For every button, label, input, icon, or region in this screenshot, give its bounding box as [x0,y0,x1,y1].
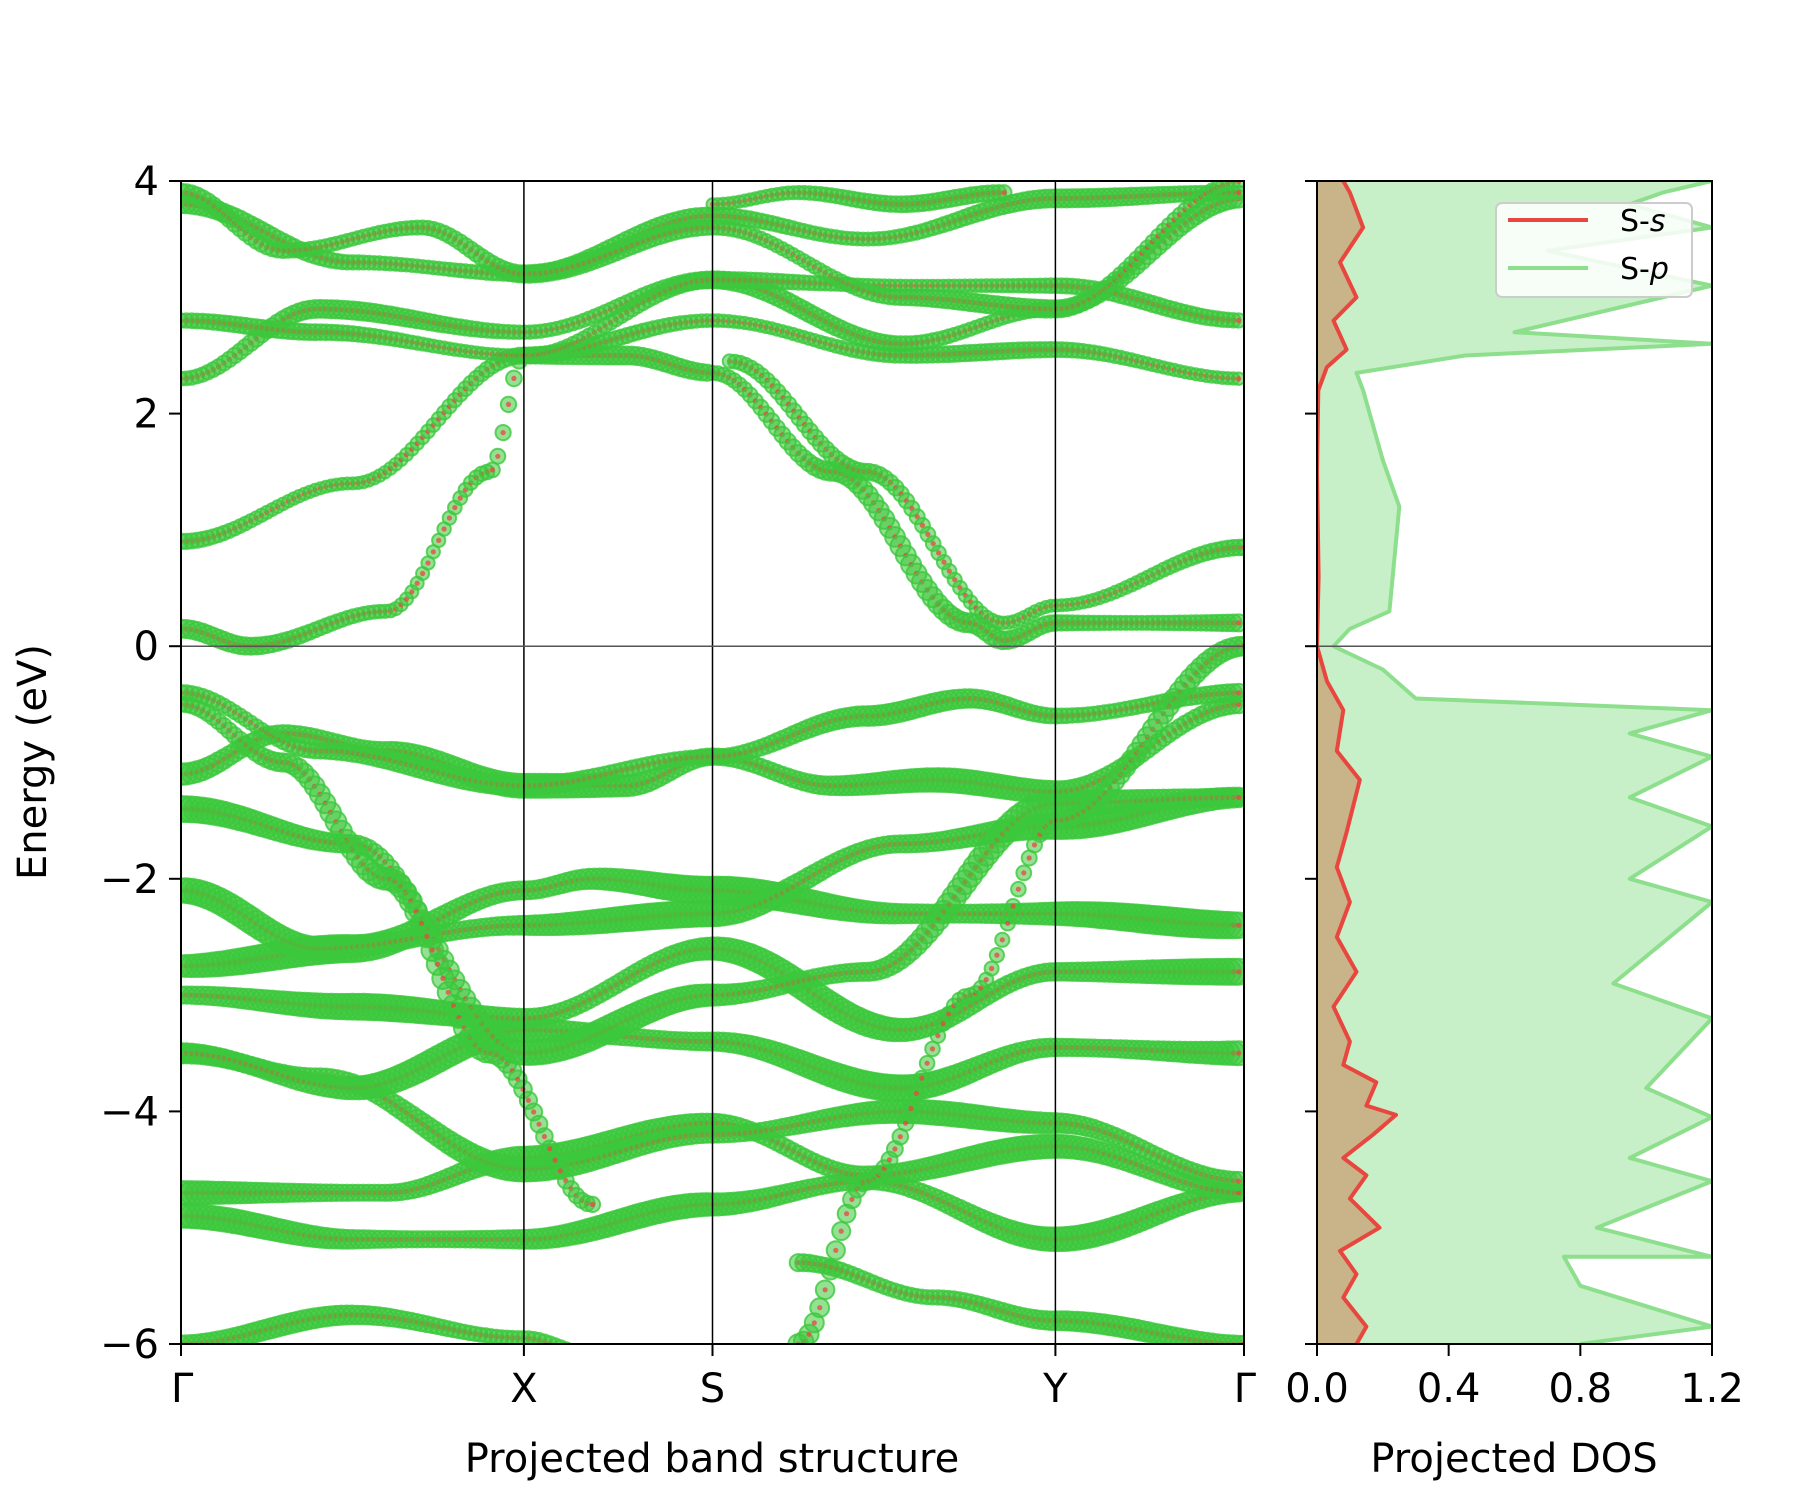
s-weight-point [844,1211,850,1217]
band-0 [181,1304,600,1364]
s-weight-point [495,453,501,459]
s-weight-point [822,1287,828,1293]
s-weight-point [983,977,989,983]
p-weight-point [569,1346,585,1362]
s-weight-point [500,430,506,436]
s-weight-point [536,1121,542,1127]
p-weight-point [574,1347,590,1363]
s-weight-point [913,1090,920,1096]
s-weight-point [999,937,1005,943]
s-weight-point [531,1109,537,1115]
s-weight-point [446,515,452,521]
s-weight-point [579,1352,584,1357]
s-weight-point [1005,920,1011,926]
s-weight-point [919,1075,925,1081]
s-weight-point [811,1320,817,1326]
s-weight-point [940,1021,946,1027]
p-weight-point [584,1348,600,1364]
s-weight-point [1010,903,1016,909]
s-weight-point [1015,886,1022,892]
p-weight-point [579,1347,595,1363]
s-weight-point [924,1060,930,1066]
p-weight-point [567,1343,575,1344]
s-weight-point [445,989,451,995]
s-weight-point [908,1105,914,1112]
s-weight-point [1021,870,1027,876]
s-weight-point [929,1046,936,1052]
s-weight-point [414,580,420,586]
s-weight-point [505,401,512,407]
s-weight-point [589,1201,596,1207]
s-weight-point [569,1349,574,1354]
s-weight-point [1236,1050,1242,1056]
s-weight-point [541,1133,548,1140]
s-weight-point [424,933,430,940]
s-weight-point [452,505,458,511]
s-weight-point [886,1157,893,1163]
s-weight-point [903,1120,909,1126]
s-weight-point [409,589,415,595]
s-weight-point [436,537,442,544]
s-weight-point [989,965,995,972]
s-weight-point [525,1097,532,1103]
s-weight-point [420,570,426,577]
s-weight-point [430,549,436,555]
s-weight-point [897,1134,903,1140]
s-weight-point [838,1228,844,1234]
s-weight-point [994,952,1000,958]
s-weight-point [1236,969,1242,975]
s-weight-point [1236,690,1242,696]
s-weight-point [563,1347,568,1352]
s-weight-point [1236,1178,1242,1184]
s-weight-point [429,947,435,953]
s-weight-point [440,975,446,982]
s-weight-point [585,1353,590,1358]
s-weight-point [547,1146,553,1152]
s-weight-point [558,1345,563,1350]
s-weight-point [511,375,517,381]
s-weight-point [833,1247,839,1253]
s-weight-point [441,526,447,532]
s-weight-point [1236,922,1242,928]
s-weight-point [1031,842,1038,848]
s-weight-point [552,1157,558,1163]
band-marks [181,181,1244,1364]
s-weight-point [574,1351,579,1356]
s-weight-point [817,1305,823,1311]
s-weight-point [1026,855,1032,861]
s-weight-point [434,961,441,967]
s-weight-point [489,467,495,473]
s-weight-point [425,560,431,566]
s-weight-point [935,1033,941,1039]
s-weight-point [520,1086,526,1092]
s-weight-point [590,1353,595,1358]
s-weight-point [1236,794,1242,801]
s-weight-point [892,1146,898,1152]
